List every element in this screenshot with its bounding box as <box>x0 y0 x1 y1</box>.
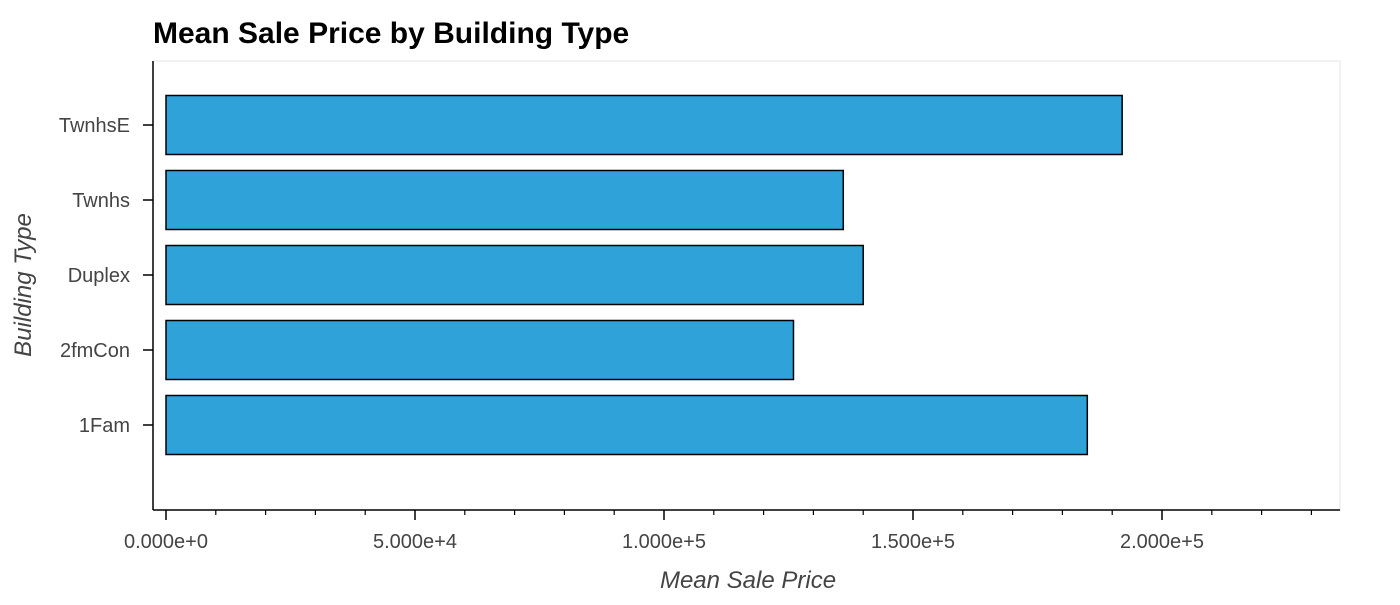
bar-1fam <box>165 394 1089 456</box>
x-axis-label: Mean Sale Price <box>660 567 836 594</box>
y-tick-label-duplex: Duplex <box>68 265 130 287</box>
bar-twnhs <box>165 169 845 231</box>
x-tick-label: 5.000e+4 <box>373 531 457 553</box>
y-tick-label-2fmcon: 2fmCon <box>60 340 130 362</box>
x-tick-label: 1.000e+5 <box>622 531 706 553</box>
bar-twnhse <box>165 94 1123 156</box>
chart-title: Mean Sale Price by Building Type <box>153 17 629 50</box>
bars-layer <box>165 94 1123 456</box>
y-ticks-layer: 1Fam 2fmCon Duplex Twnhs TwnhsE <box>59 115 153 437</box>
x-tick-label: 0.000e+0 <box>124 531 208 553</box>
y-axis-label: Building Type <box>10 213 37 357</box>
y-tick-label-twnhs: Twnhs <box>72 190 130 212</box>
y-tick-label-twnhse: TwnhsE <box>59 115 130 137</box>
bar-2fmcon <box>165 319 795 381</box>
x-tick-label: 1.500e+5 <box>871 531 955 553</box>
bar-duplex <box>165 244 864 306</box>
x-tick-label: 2.000e+5 <box>1120 531 1204 553</box>
y-tick-label-1fam: 1Fam <box>79 415 130 437</box>
x-ticks-layer: 0.000e+0 5.000e+4 1.000e+5 1.500e+5 2.000e+5 <box>124 510 1313 553</box>
